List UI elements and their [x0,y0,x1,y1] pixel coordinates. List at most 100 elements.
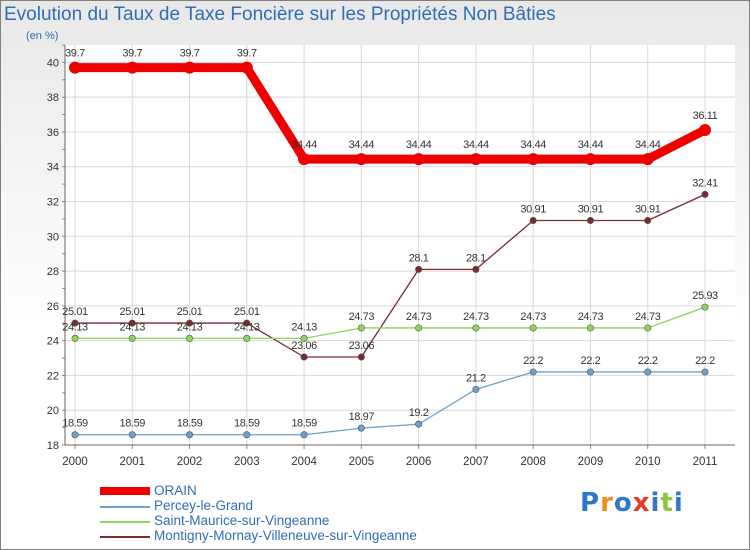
x-tick-label: 2007 [463,456,489,468]
data-label: 24.73 [406,311,432,323]
data-label: 25.01 [177,306,203,318]
data-point [357,424,365,432]
x-tick-label: 2008 [520,456,546,468]
y-tick-label: 20 [47,405,59,417]
data-point [355,153,368,166]
x-tick-label: 2000 [62,456,88,468]
data-point [243,431,251,439]
y-tick-label: 34 [47,162,59,174]
data-label: 25.93 [692,290,718,302]
legend-item-montigny: Montigny-Mornay-Villeneuve-sur-Vingeanne [100,528,500,545]
series-line [75,371,705,436]
data-label: 24.73 [578,311,604,323]
data-label: 24.13 [291,321,317,333]
data-point [641,153,654,166]
data-label: 28.1 [409,252,429,264]
data-point [357,324,365,332]
logo-letter: o [613,488,633,518]
logo-letter: x [632,488,651,518]
data-point [126,61,139,74]
data-point [701,368,709,376]
data-point [644,216,652,224]
data-point [128,431,136,439]
x-tick-label: 2001 [119,456,145,468]
data-label: 39.7 [65,48,85,60]
x-tick-label: 2004 [291,456,317,468]
data-point [644,368,652,376]
data-label: 30.91 [578,203,604,215]
data-point [243,319,251,327]
data-label: 19.2 [409,407,429,419]
data-label: 39.7 [180,48,200,60]
data-label: 39.7 [237,48,257,60]
data-label: 24.13 [234,321,260,333]
data-point [300,334,308,342]
y-tick-label: 24 [47,336,59,348]
data-label: 24.73 [463,311,489,323]
data-point [415,324,423,332]
y-tick-label: 40 [47,57,59,69]
data-label: 24.73 [349,311,375,323]
data-point [186,319,194,327]
data-label: 22.2 [523,355,543,367]
data-point [69,61,81,74]
x-tick-label: 2009 [578,456,604,468]
data-point [469,153,482,166]
data-point [412,153,425,166]
y-tick-label: 22 [47,370,59,382]
data-label: 24.73 [520,311,546,323]
data-label: 18.97 [349,411,375,423]
data-point [415,420,423,428]
data-label: 18.59 [177,418,203,430]
data-point [472,385,480,393]
legend-swatch-saint-maurice [100,521,150,523]
data-label: 22.2 [638,355,658,367]
logo-letter: r [600,488,614,518]
data-label: 23.06 [349,340,375,352]
data-label: 30.91 [520,203,546,215]
data-point [71,319,79,327]
data-point [701,303,709,311]
data-point [71,334,79,342]
data-label: 34.44 [635,139,661,151]
data-label: 34.44 [578,139,604,151]
data-point [71,431,79,439]
data-label: 28.1 [466,252,486,264]
series-line [75,306,706,340]
data-point [529,324,537,332]
x-tick-label: 2006 [406,456,432,468]
data-point [644,324,652,332]
legend-swatch-percey [100,506,150,508]
x-tick-label: 2011 [693,456,718,468]
data-label: 25.01 [120,306,146,318]
logo-letter: t [660,488,674,518]
data-point [415,265,423,273]
y-tick-label: 18 [47,440,59,452]
y-tick-label: 38 [47,92,59,104]
y-tick-label: 26 [47,301,59,313]
series-line [75,63,708,164]
proxiti-logo: Proxiti [580,488,684,518]
x-tick-label: 2003 [234,456,260,468]
legend-label: ORAIN [154,483,197,498]
data-label: 18.59 [234,418,260,430]
data-point [586,368,594,376]
data-point [298,153,311,166]
data-label: 24.13 [120,321,146,333]
x-tick-label: 2010 [635,456,661,468]
data-label: 24.73 [635,311,661,323]
data-point [586,324,594,332]
legend-item-percey: Percey-le-Grand [100,498,500,515]
data-point [527,153,540,166]
data-point [128,319,136,327]
data-label: 34.44 [463,139,489,151]
data-point [183,61,196,74]
logo-letter: i [650,488,661,518]
x-tick-label: 2005 [349,456,375,468]
x-tick-label: 2002 [177,456,203,468]
data-label: 24.13 [177,321,203,333]
data-label: 25.01 [62,306,88,318]
data-point [300,431,308,439]
data-point [529,368,537,376]
plot-area [65,45,735,445]
